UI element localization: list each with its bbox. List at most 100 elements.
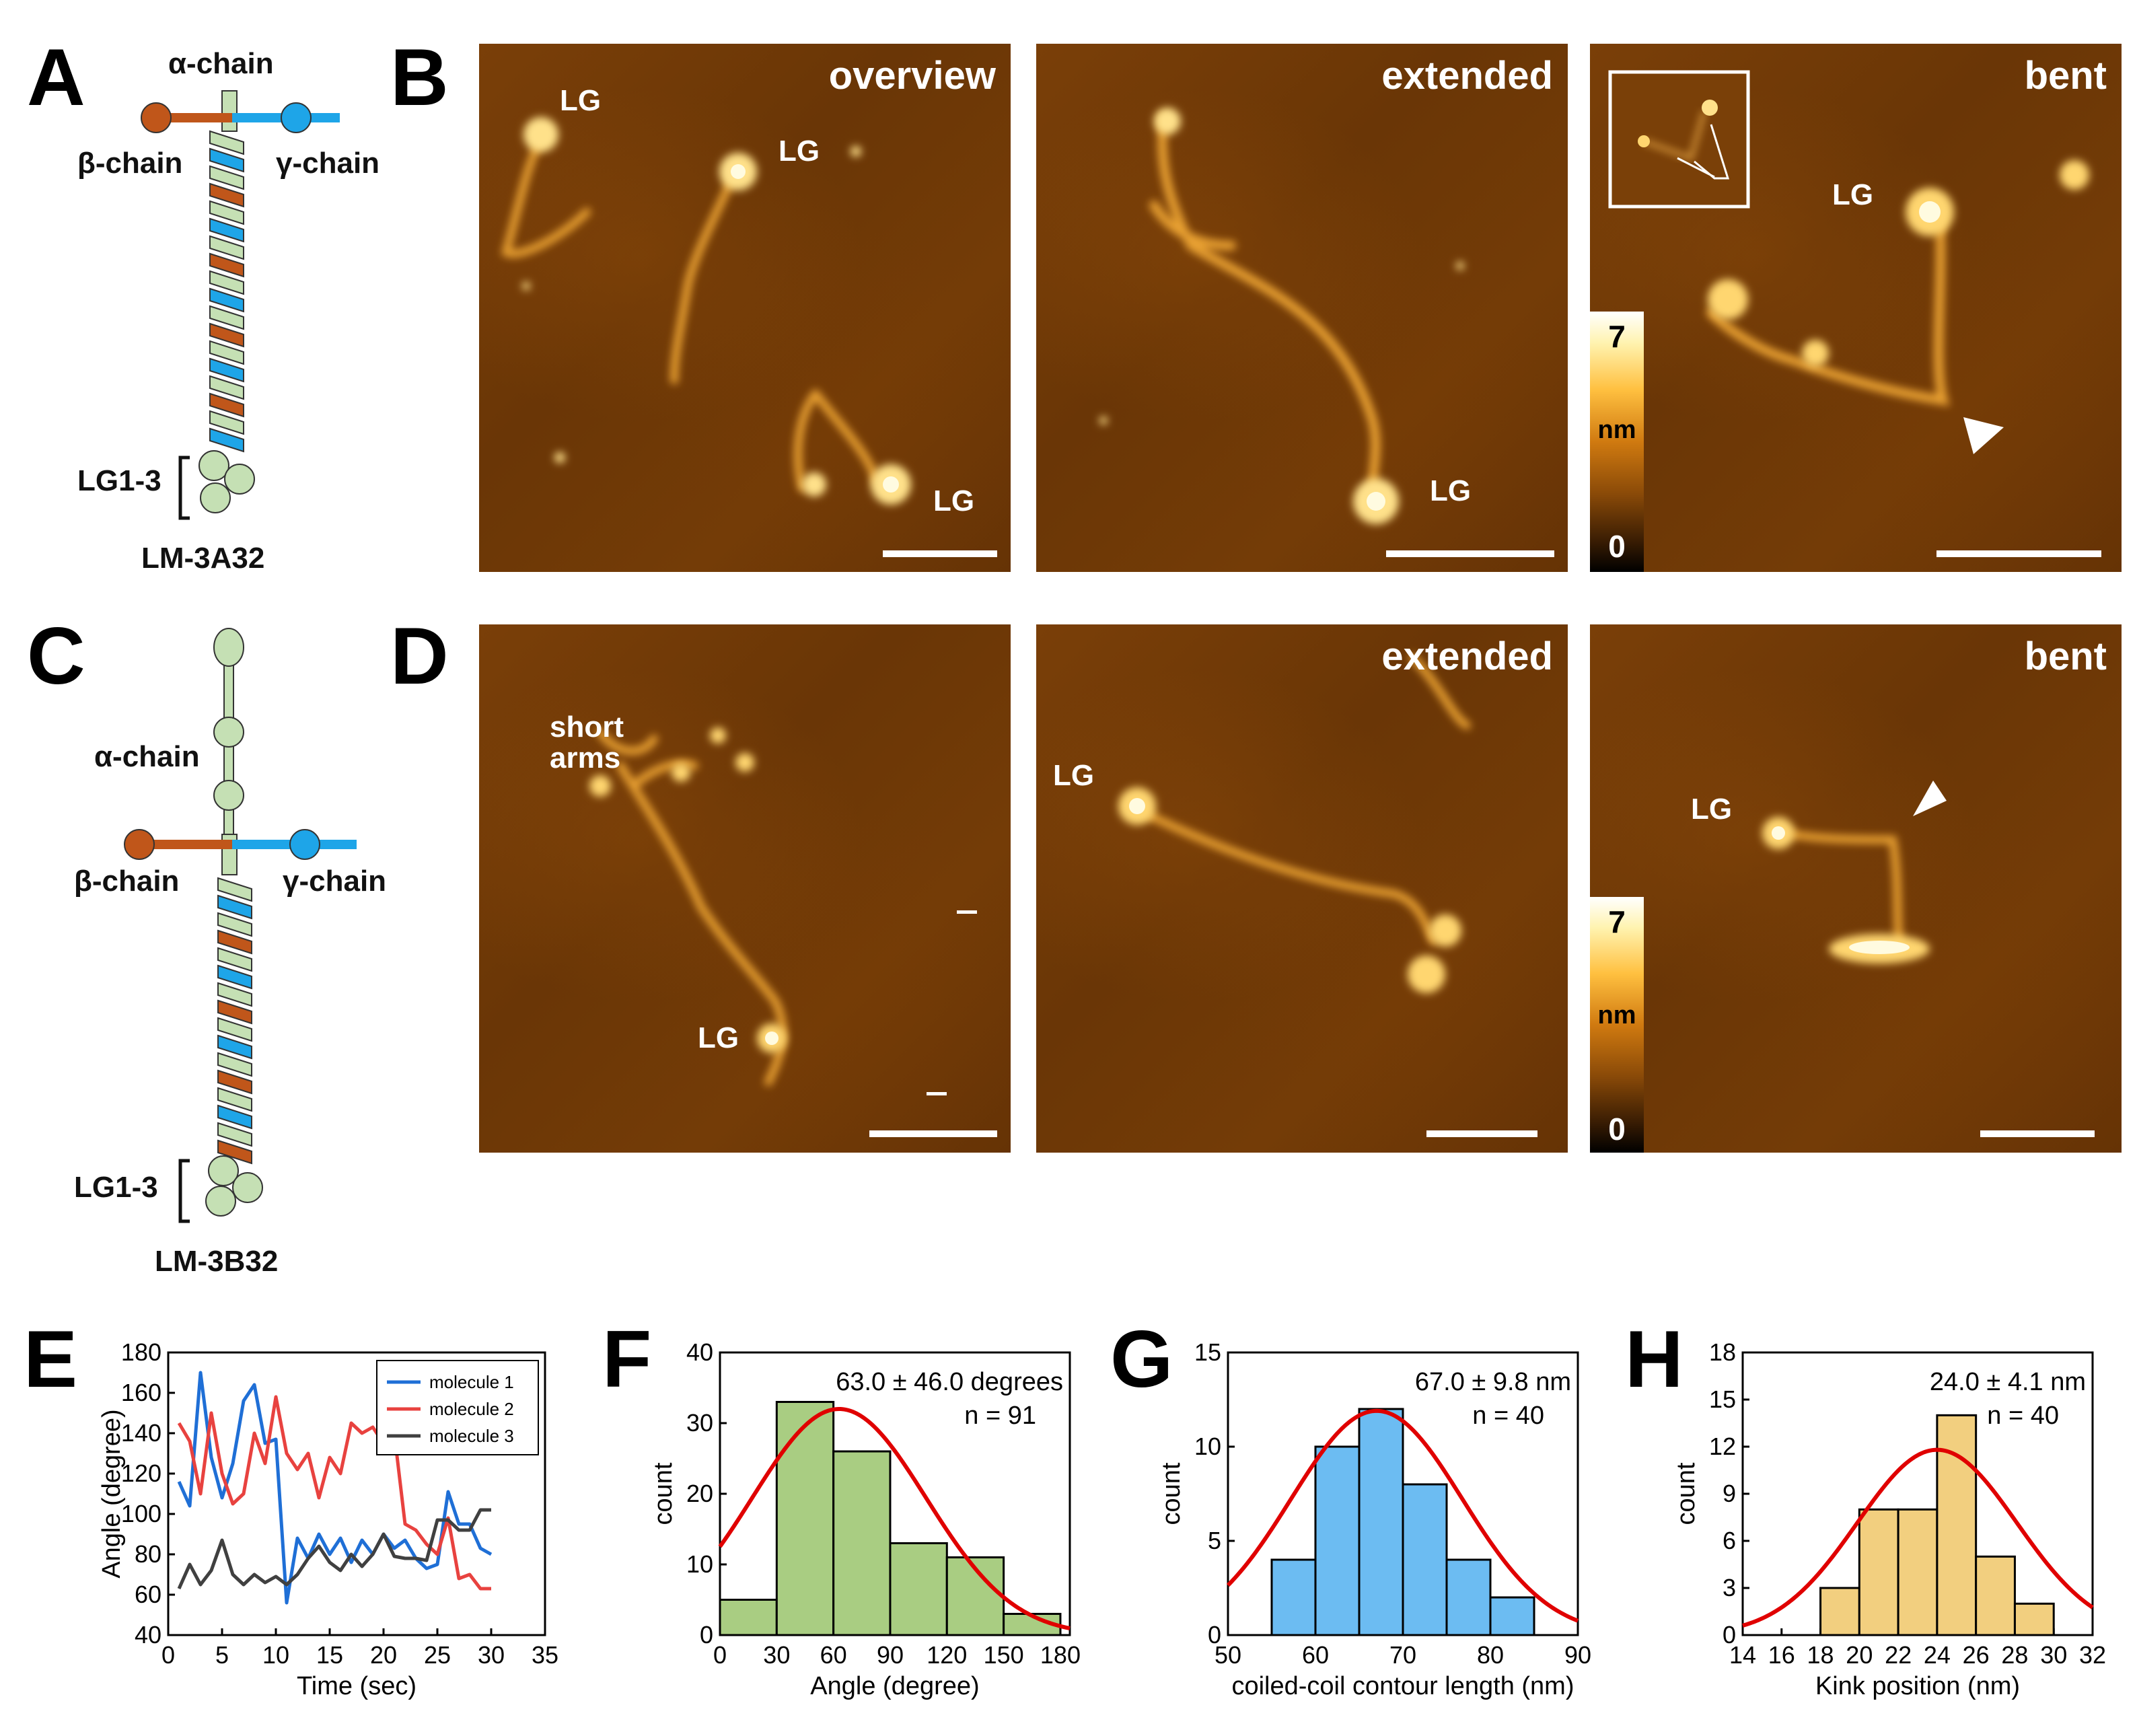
panel-label-e: E [24, 1314, 78, 1404]
x-tick-label: 10 [262, 1641, 289, 1669]
x-tick-label: 16 [1768, 1641, 1795, 1669]
y-tick-label: 3 [1723, 1574, 1736, 1601]
afm-image-b-overview: overview LG LG LG [479, 44, 1011, 572]
y-tick-label: 0 [1723, 1621, 1736, 1649]
x-tick-label: 30 [478, 1641, 505, 1669]
histogram-bar [1858, 1508, 1899, 1636]
afm-image-d-extended: extended LG [1036, 624, 1568, 1153]
x-axis-label: Kink position (nm) [1815, 1672, 2020, 1700]
histogram-bar [1936, 1414, 1978, 1636]
colorbar-max: 7 [1608, 319, 1626, 354]
coil-segment [217, 999, 252, 1025]
x-tick-label: 150 [984, 1641, 1024, 1669]
panel-label-b: B [390, 32, 449, 122]
y-tick-label: 160 [121, 1379, 161, 1406]
scale-bar [869, 1130, 997, 1137]
histogram-bar [1897, 1508, 1939, 1636]
scale-bar [1936, 550, 2101, 557]
coil-segment [209, 217, 244, 243]
sample-size: n = 40 [1472, 1402, 1544, 1430]
y-tick-label: 12 [1709, 1433, 1736, 1460]
coil-segment [217, 1104, 252, 1130]
y-tick-label: 0 [1208, 1621, 1221, 1649]
construct-name: LM-3A32 [141, 542, 265, 575]
fit-annotation: 63.0 ± 46.0 degrees [836, 1368, 1063, 1396]
x-tick-label: 70 [1389, 1641, 1416, 1669]
scale-bar [1386, 550, 1554, 557]
lg-label: LG [1053, 759, 1095, 792]
coil-segment [209, 427, 244, 453]
gamma-chain-label: γ-chain [276, 147, 380, 180]
sample-size: n = 91 [964, 1402, 1036, 1430]
x-tick-label: 0 [713, 1641, 727, 1669]
schematic-lm-3a32: α-chain β-chain γ-chain LG1-3 LM-3A32 [0, 0, 404, 592]
scale-bar [1980, 1130, 2095, 1137]
lg-domain-label: LG1-3 [74, 1171, 158, 1204]
coil-segment [209, 357, 244, 383]
height-colorbar: 7 nm 0 [1590, 312, 1644, 572]
alpha-chain-label: α-chain [168, 47, 274, 80]
x-tick-label: 80 [1477, 1641, 1504, 1669]
histogram-bar [832, 1450, 892, 1636]
x-tick-label: 15 [316, 1641, 343, 1669]
y-tick-label: 30 [686, 1409, 713, 1437]
histogram-bar [1314, 1445, 1361, 1636]
lg-label: LG [1691, 793, 1733, 826]
coil-segment [217, 1034, 252, 1060]
panel-label-d: D [390, 611, 449, 701]
y-tick-label: 0 [700, 1621, 713, 1649]
legend-label: molecule 1 [429, 1372, 514, 1392]
short-arms-label: short arms [550, 711, 624, 774]
colorbar-min: 0 [1608, 529, 1626, 564]
gaussian-fit-curve [718, 1406, 1071, 1630]
x-tick-label: 35 [532, 1641, 558, 1669]
chart-g-contour-length-histogram: 50 60 70 80 90 0 5 10 15 coiled-coil contour leng… [1157, 1338, 1591, 1700]
coil-segment [209, 340, 244, 365]
coil-segment [209, 165, 244, 190]
gamma-chain-label: γ-chain [283, 865, 387, 898]
construct-name: LM-3B32 [155, 1245, 279, 1278]
height-colorbar: 7 nm 0 [1590, 897, 1644, 1153]
x-tick-label: 0 [161, 1641, 175, 1669]
y-tick-label: 15 [1709, 1385, 1736, 1413]
coil-segment [209, 410, 244, 435]
x-tick-label: 5 [215, 1641, 229, 1669]
x-tick-label: 26 [1963, 1641, 1990, 1669]
x-tick-label: 22 [1885, 1641, 1912, 1669]
coil-segment [209, 182, 244, 208]
afm-image-b-bent: bent LG 7 nm 0 [1590, 44, 2122, 572]
x-tick-label: 60 [820, 1641, 847, 1669]
histogram-bar [1402, 1483, 1448, 1636]
afm-title: overview [828, 54, 996, 98]
alpha-chain-label: α-chain [94, 740, 200, 773]
histogram-bar [719, 1599, 778, 1636]
colorbar-unit: nm [1597, 416, 1636, 444]
y-tick-label: 140 [121, 1419, 161, 1447]
series-line-molecule-3 [177, 1508, 491, 1590]
histogram-bar [1358, 1408, 1404, 1636]
coil-segment [209, 130, 244, 155]
x-tick-label: 180 [1040, 1641, 1081, 1669]
x-tick-label: 50 [1215, 1641, 1241, 1669]
afm-title: bent [2024, 635, 2107, 678]
lg-label: LG [1430, 474, 1472, 507]
fit-annotation: 24.0 ± 4.1 nm [1930, 1368, 2086, 1396]
x-tick-label: 90 [1564, 1641, 1591, 1669]
afm-title: extended [1381, 54, 1553, 98]
panel-label-c: C [27, 611, 85, 701]
sample-size: n = 40 [1987, 1402, 2059, 1430]
scale-bar [1426, 1130, 1537, 1137]
coil-segment [209, 305, 244, 330]
x-tick-label: 24 [1924, 1641, 1951, 1669]
y-tick-label: 40 [135, 1621, 161, 1649]
lg-label: LG [560, 84, 602, 117]
legend-label: molecule 3 [429, 1426, 514, 1446]
x-tick-label: 30 [763, 1641, 790, 1669]
histogram-bar [1975, 1555, 2016, 1636]
scale-bar [883, 550, 997, 557]
y-tick-label: 80 [135, 1540, 161, 1568]
x-tick-label: 18 [1807, 1641, 1834, 1669]
lg-domain-label: LG1-3 [77, 464, 161, 497]
coil-segment [217, 912, 252, 937]
x-tick-label: 25 [424, 1641, 451, 1669]
